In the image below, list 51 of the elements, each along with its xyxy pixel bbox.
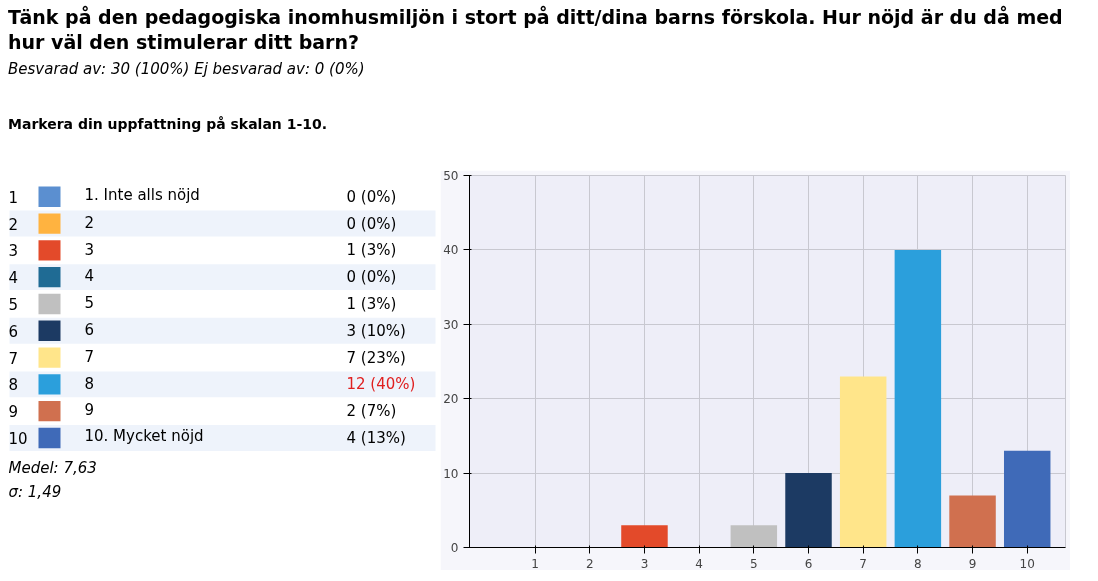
category-label: 8 — [8, 376, 19, 395]
category-label: 7 — [8, 349, 19, 368]
category-label: 10 — [8, 430, 28, 449]
x-tick-label: 6 — [804, 556, 813, 571]
text: Markera din uppfattning på skalan 1-10. — [8, 115, 329, 135]
chart-title: Tänk på den pedagogiska inomhusmiljön i stort på ditt/dina barns förskola. Hur nöjd är du då med hur väl den stimulerar ditt barn? — [8, 5, 1064, 55]
text: 2 (7%) — [346, 402, 397, 421]
legend-label: 2 — [84, 213, 95, 232]
text: 12 (40%) — [346, 375, 416, 394]
legend-label: 1. Inte alls nöjd — [84, 185, 200, 204]
text: Medel: 7,63 — [8, 458, 97, 477]
category-label: 9 — [8, 403, 19, 422]
category-label: 1 — [8, 188, 19, 207]
legend-label: 6 — [84, 320, 95, 339]
x-tick-label: 10 — [1019, 556, 1035, 571]
text: 1 (3%) — [346, 294, 397, 313]
category-label: 3 — [8, 242, 19, 261]
category-label: 6 — [8, 322, 19, 341]
y-tick-label: 30 — [443, 317, 459, 332]
legend-label: 8 — [84, 374, 95, 393]
y-tick-label: 40 — [443, 243, 459, 258]
y-tick-label: 20 — [443, 392, 459, 407]
text: 3 (10%) — [346, 321, 406, 340]
legend-label: 5 — [84, 294, 95, 313]
category-label: 4 — [8, 269, 19, 288]
y-tick-label: 0 — [450, 541, 459, 555]
x-tick-label: 7 — [859, 556, 868, 571]
y-tick-label: 10 — [443, 466, 459, 481]
category-label: 5 — [8, 295, 19, 314]
text: 0 (0%) — [346, 268, 397, 287]
x-tick-label: 5 — [750, 556, 758, 571]
y-tick-label: 50 — [443, 169, 459, 183]
text: Besvarad av: 30 (100%) Ej besvarad av: 0 (0%) — [8, 59, 366, 80]
legend-label: 7 — [84, 347, 95, 366]
x-tick-label: 1 — [531, 556, 539, 571]
text: 1 (3%) — [346, 241, 397, 260]
text: 4 (13%) — [346, 429, 406, 448]
x-tick-label: 2 — [585, 556, 594, 571]
legend-label: 4 — [84, 267, 95, 286]
category-label: 2 — [8, 215, 19, 234]
legend-label: 9 — [84, 401, 95, 420]
text: 0 (0%) — [346, 187, 397, 206]
legend-label: 3 — [84, 240, 95, 259]
x-tick-label: 4 — [695, 556, 703, 571]
text: 7 (23%) — [346, 348, 406, 367]
text: 0 (0%) — [346, 214, 397, 233]
x-tick-label: 8 — [914, 556, 922, 571]
x-tick-label: 9 — [968, 556, 977, 571]
legend-label: 10. Mycket nöjd — [84, 427, 204, 446]
x-tick-label: 3 — [640, 556, 649, 571]
text: σ: 1,49 — [8, 482, 62, 501]
